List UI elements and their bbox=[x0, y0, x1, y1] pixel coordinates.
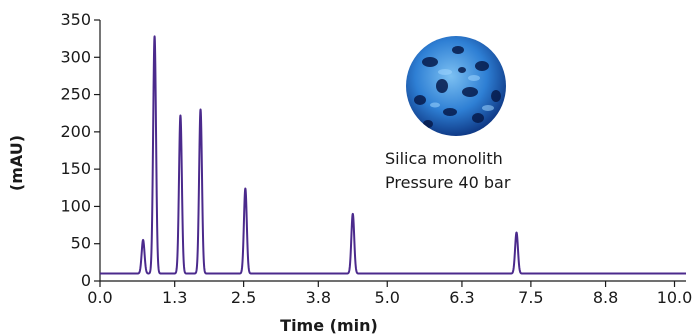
x-tick-label: 10.0 bbox=[657, 288, 693, 307]
y-axis-ticks: 0 50 100 150 200 250 300 350 bbox=[60, 10, 100, 290]
annotation-pressure: Pressure 40 bar bbox=[385, 173, 511, 192]
chart-axes bbox=[99, 20, 686, 282]
y-tick-label: 50 bbox=[71, 234, 91, 253]
y-tick-label: 300 bbox=[60, 47, 91, 66]
x-tick-label: 8.8 bbox=[593, 288, 618, 307]
x-tick-label: 7.5 bbox=[518, 288, 543, 307]
y-tick-label: 100 bbox=[60, 196, 91, 215]
x-tick-label: 0.0 bbox=[87, 288, 112, 307]
y-tick-label: 250 bbox=[60, 85, 91, 104]
chromatogram-trace bbox=[99, 35, 687, 275]
x-axis-title: Time (min) bbox=[280, 316, 378, 335]
x-tick-label: 6.3 bbox=[449, 288, 474, 307]
x-axis-ticks: 0.0 1.3 2.5 3.8 5.0 6.3 7.5 8.8 10.0 bbox=[87, 281, 692, 307]
x-tick-label: 3.8 bbox=[306, 288, 331, 307]
y-tick-label: 0 bbox=[81, 271, 91, 290]
silica-monolith-micrograph-icon bbox=[406, 36, 506, 136]
y-tick-label: 150 bbox=[60, 159, 91, 178]
y-tick-label: 350 bbox=[60, 10, 91, 29]
x-tick-label: 1.3 bbox=[162, 288, 187, 307]
y-axis-title: (mAU) bbox=[7, 135, 26, 191]
x-tick-label: 2.5 bbox=[231, 288, 256, 307]
y-tick-label: 200 bbox=[60, 122, 91, 141]
x-tick-label: 5.0 bbox=[375, 288, 400, 307]
annotation-column-type: Silica monolith bbox=[385, 149, 503, 168]
